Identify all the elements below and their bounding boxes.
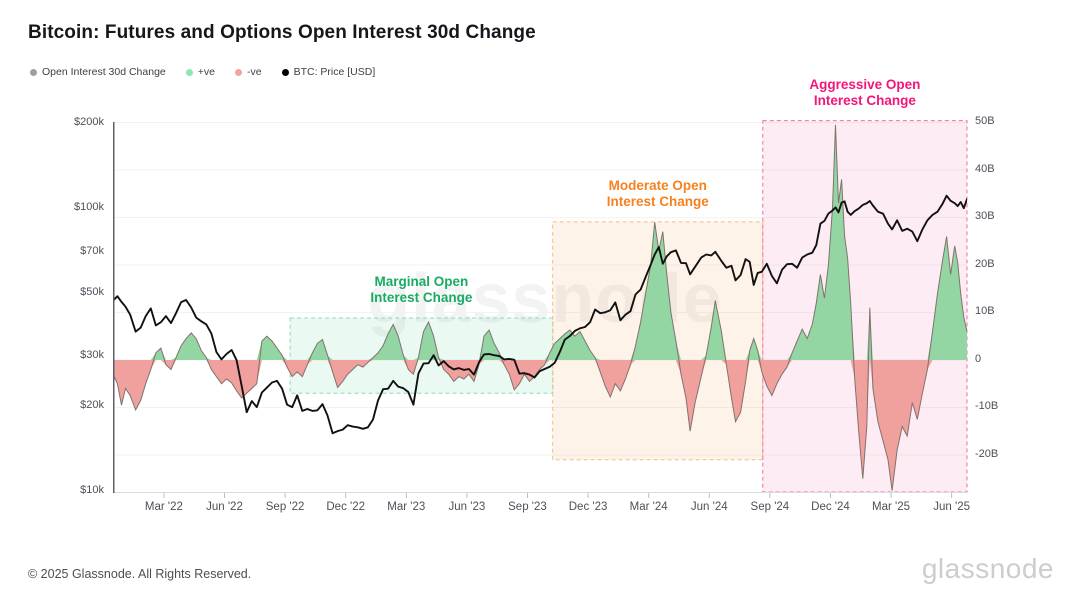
right-axis-tick-label: 50B xyxy=(975,115,995,128)
left-axis-tick-label: $30k xyxy=(80,349,104,362)
x-axis-tick-label: Mar '22 xyxy=(144,501,183,513)
legend-dot-icon xyxy=(185,68,193,76)
right-axis-tick-label: -10B xyxy=(975,400,999,413)
legend: Open Interest 30d Change +ve -ve BTC: Price… xyxy=(30,66,395,78)
x-axis-tick-label: Sep '23 xyxy=(508,501,547,513)
btc-price-line xyxy=(113,194,967,435)
right-axis-tick-label: 30B xyxy=(975,210,995,223)
x-axis-tick-label: Sep '24 xyxy=(750,501,790,513)
oi-line xyxy=(113,124,967,491)
copyright-text: © 2025 Glassnode. All Rights Reserved. xyxy=(28,567,252,581)
left-axis-tick-label: $100k xyxy=(74,200,104,213)
x-axis-tick-label: Dec '23 xyxy=(568,501,608,513)
glassnode-logo: glassnode xyxy=(921,553,1054,584)
x-axis-tick-label: Jun '23 xyxy=(448,501,486,513)
x-axis-tick-label: Jun '25 xyxy=(933,501,971,513)
legend-dot-icon xyxy=(281,68,289,76)
chart-canvas[interactable] xyxy=(113,120,968,500)
legend-item-btc-price-usd-[interactable]: BTC: Price [USD] xyxy=(281,66,376,78)
x-axis-tick-label: Mar '25 xyxy=(872,501,911,513)
left-axis-tick-label: $50k xyxy=(80,286,104,299)
legend-label: Open Interest 30d Change xyxy=(42,66,166,78)
legend-label: -ve xyxy=(247,66,262,78)
left-axis-tick-label: $20k xyxy=(80,398,104,411)
x-axis-tick-label: Sep '22 xyxy=(265,501,305,513)
x-axis-tick-label: Mar '23 xyxy=(387,501,426,513)
left-axis-tick-label: $10k xyxy=(80,484,104,497)
legend-label: BTC: Price [USD] xyxy=(293,66,376,78)
right-axis-tick-label: 10B xyxy=(975,305,995,318)
left-axis-tick-label: $200k xyxy=(74,115,104,128)
x-axis-tick-label: Dec '22 xyxy=(326,501,366,513)
legend-item--ve[interactable]: -ve xyxy=(235,66,262,78)
right-axis-tick-label: 0 xyxy=(975,352,982,365)
legend-dot-icon xyxy=(235,68,242,76)
legend-label: +ve xyxy=(197,66,215,78)
oi-negative-area xyxy=(113,360,967,491)
chart-title: Bitcoin: Futures and Options Open Intere… xyxy=(28,22,536,43)
legend-item-open-interest-30d-change[interactable]: Open Interest 30d Change xyxy=(30,66,166,78)
x-axis-tick-label: Jun '22 xyxy=(206,501,243,513)
legend-item--ve[interactable]: +ve xyxy=(185,66,215,78)
annotation-aggressive-label: Aggressive Open Interest Change xyxy=(809,76,921,109)
x-axis-tick-label: Dec '24 xyxy=(811,501,850,513)
x-axis-tick-label: Mar '24 xyxy=(629,501,668,513)
right-axis-tick-label: 40B xyxy=(975,162,995,175)
legend-dot-icon xyxy=(30,68,37,76)
right-axis-tick-label: 20B xyxy=(975,257,995,270)
left-axis-tick-label: $70k xyxy=(80,244,104,257)
x-axis-tick-label: Jun '24 xyxy=(690,501,728,513)
right-axis-tick-label: -20B xyxy=(975,447,999,460)
